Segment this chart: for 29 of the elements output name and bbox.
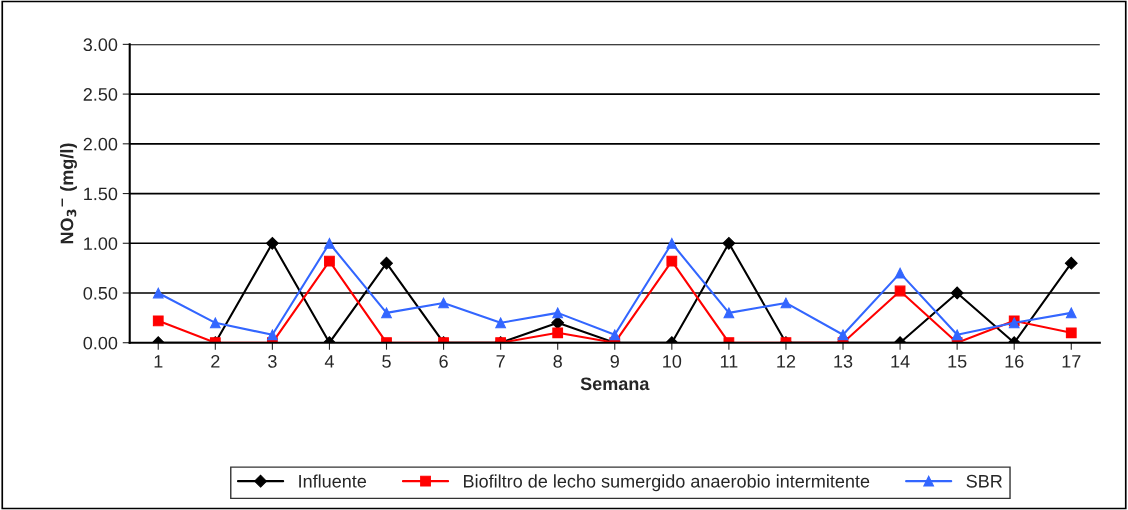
- y-tick-label: 1.00: [84, 237, 118, 250]
- x-tick-label: 15: [948, 355, 967, 368]
- y-tick-label: 2.00: [83, 137, 118, 151]
- x-tick-label: 17: [1062, 355, 1081, 368]
- x-tick-label: 13: [834, 355, 853, 368]
- x-tick-label: 16: [1005, 355, 1024, 368]
- x-tick-label: 9: [610, 355, 619, 368]
- y-tick-label: 0.50: [83, 286, 118, 300]
- y-tick-label: 3.00: [83, 38, 118, 52]
- y-tick-label: 2.50: [83, 88, 118, 101]
- x-tick-label: 6: [439, 355, 448, 368]
- x-tick-label: 11: [720, 355, 738, 368]
- x-tick-label: 10: [663, 355, 682, 368]
- x-tick-label: 7: [496, 355, 505, 368]
- x-tick-label: 12: [777, 355, 796, 368]
- x-tick-label: 4: [324, 355, 334, 368]
- legend-label: Biofiltro de lecho sumergido anaerobio intermitente: [464, 474, 870, 492]
- x-tick-label: 8: [553, 355, 562, 368]
- y-axis-title: NO$_{3}$$^{−}$ (mg/l): [60, 143, 77, 244]
- x-axis-title: Semana: [580, 377, 650, 391]
- x-tick-label: 14: [891, 355, 910, 368]
- x-tick-label: 2: [211, 355, 220, 368]
- x-tick-label: 3: [268, 355, 277, 368]
- x-tick-label: 1: [154, 355, 163, 368]
- x-tick-label: 5: [382, 355, 391, 368]
- y-tick-label: 1.50: [84, 187, 118, 201]
- y-tick-label: 0.00: [83, 336, 118, 350]
- legend-label: SBR: [966, 474, 1002, 488]
- legend-label: Influente: [299, 474, 367, 488]
